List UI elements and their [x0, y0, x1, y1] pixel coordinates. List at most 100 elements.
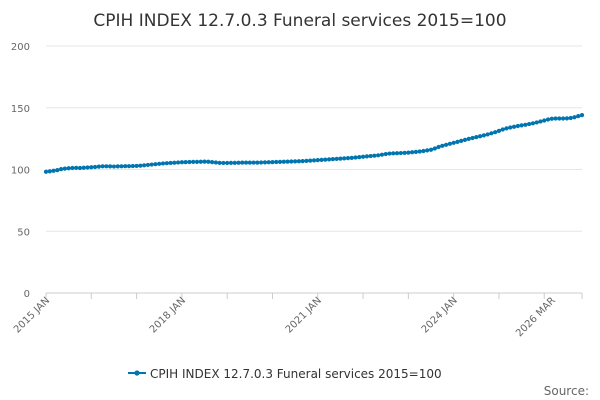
x-tick-label: 2015 JAN — [12, 295, 52, 335]
legend[interactable]: CPIH INDEX 12.7.0.3 Funeral services 201… — [128, 367, 442, 381]
data-point — [364, 154, 369, 159]
y-tick-label-100: 100 — [11, 166, 30, 177]
data-point — [187, 159, 192, 165]
data-point — [553, 116, 558, 121]
data-point — [357, 155, 362, 160]
data-point — [489, 131, 494, 136]
data-point — [213, 160, 218, 165]
data-point — [417, 149, 422, 154]
data-point — [308, 158, 313, 163]
data-point — [179, 160, 184, 165]
data-point — [579, 113, 585, 118]
data-point — [134, 163, 139, 169]
data-point — [459, 138, 464, 143]
data-point — [545, 117, 551, 122]
data-point — [111, 164, 117, 169]
data-point — [568, 115, 573, 121]
data-point — [217, 160, 222, 165]
data-point — [519, 123, 524, 128]
data-point — [142, 163, 147, 168]
data-point — [240, 160, 245, 165]
x-tick-label: 2024 JAN — [420, 295, 460, 335]
data-point — [123, 164, 128, 169]
data-point — [402, 150, 407, 155]
x-tick-label: 2018 JAN — [148, 295, 188, 335]
data-point — [413, 149, 419, 154]
data-point — [564, 116, 570, 121]
data-point — [51, 168, 56, 173]
data-point — [277, 159, 283, 164]
data-point — [410, 150, 415, 155]
data-point — [157, 161, 162, 166]
data-point — [538, 119, 543, 124]
data-point — [225, 160, 230, 166]
data-point — [262, 160, 268, 165]
x-tick-label: 2021 JAN — [284, 295, 324, 335]
y-tick-label-0: 0 — [24, 289, 30, 300]
data-point — [428, 147, 434, 152]
data-point — [130, 163, 135, 169]
data-point — [447, 141, 452, 146]
data-point — [160, 161, 166, 166]
data-point — [289, 159, 294, 164]
data-point — [315, 158, 320, 163]
y-axis: 0 50 100 150 200 — [11, 42, 30, 300]
data-point — [527, 121, 532, 127]
data-point — [334, 156, 339, 161]
chart-title: CPIH INDEX 12.7.0.3 Funeral services 201… — [93, 11, 506, 31]
data-point — [572, 115, 577, 120]
data-point — [398, 150, 403, 156]
data-point — [247, 160, 252, 165]
data-point — [391, 151, 396, 156]
series-line — [45, 114, 583, 173]
data-point — [576, 114, 581, 119]
data-point — [481, 133, 486, 138]
x-axis: 2015 JAN 2018 JAN 2021 JAN 2024 JAN 2026 MAR — [12, 292, 583, 339]
data-point — [191, 159, 196, 164]
data-point — [281, 159, 286, 164]
data-point — [338, 156, 343, 161]
data-point — [345, 156, 351, 161]
legend-swatch-marker — [134, 370, 140, 376]
data-point — [496, 128, 502, 133]
data-point — [206, 159, 211, 164]
data-point — [74, 165, 79, 170]
data-point — [145, 162, 151, 168]
data-point — [232, 160, 237, 165]
data-point — [330, 157, 335, 162]
data-point — [259, 160, 264, 165]
data-point — [500, 127, 505, 132]
data-point — [353, 155, 358, 160]
data-point — [70, 165, 75, 171]
data-point — [474, 135, 479, 140]
data-point — [89, 165, 94, 170]
data-point — [300, 159, 305, 164]
data-point — [92, 164, 98, 170]
data-point — [311, 158, 317, 163]
x-tick-label: 2026 MAR — [514, 295, 558, 339]
data-point — [376, 153, 381, 158]
data-point — [387, 151, 392, 156]
data-point — [138, 163, 143, 168]
data-point — [183, 159, 188, 165]
data-point — [194, 159, 200, 164]
y-tick-label-200: 200 — [11, 42, 30, 53]
series-layer — [43, 113, 585, 174]
data-point — [221, 160, 226, 166]
data-point — [470, 135, 475, 141]
data-point — [62, 166, 67, 171]
data-point — [100, 164, 105, 169]
data-point — [66, 166, 71, 171]
data-point — [451, 140, 456, 145]
gridlines — [46, 45, 582, 232]
data-point — [406, 150, 411, 155]
data-point — [466, 136, 471, 141]
data-point — [349, 155, 354, 160]
data-point — [421, 148, 426, 154]
data-point — [168, 160, 173, 166]
data-point — [304, 158, 309, 163]
data-point — [323, 157, 328, 162]
data-point — [176, 160, 181, 165]
data-point — [172, 160, 177, 165]
